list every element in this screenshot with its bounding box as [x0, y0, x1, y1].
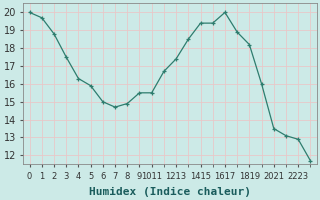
X-axis label: Humidex (Indice chaleur): Humidex (Indice chaleur)	[89, 186, 251, 197]
